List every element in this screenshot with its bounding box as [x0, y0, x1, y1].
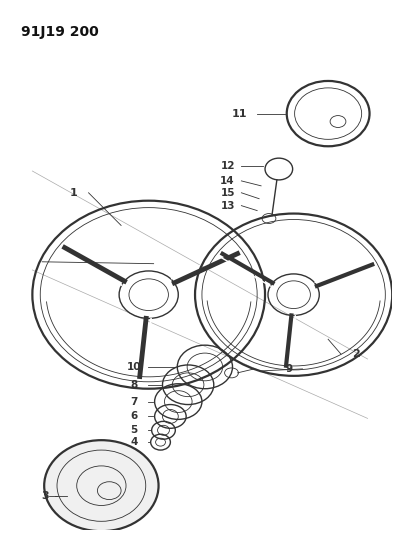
Text: 11: 11 [231, 109, 247, 119]
Text: 2: 2 [352, 349, 359, 359]
Text: 6: 6 [130, 411, 137, 422]
Text: 3: 3 [41, 490, 49, 500]
Text: 15: 15 [220, 188, 235, 198]
Text: 5: 5 [130, 425, 137, 435]
Text: 10: 10 [127, 362, 141, 372]
Text: 8: 8 [130, 379, 137, 390]
Text: 1: 1 [70, 188, 78, 198]
Text: 13: 13 [220, 200, 235, 211]
Text: 12: 12 [220, 161, 235, 171]
Ellipse shape [44, 440, 158, 531]
Text: 4: 4 [130, 437, 137, 447]
Text: 7: 7 [130, 397, 137, 407]
Text: 91J19 200: 91J19 200 [21, 25, 98, 38]
Text: 9: 9 [285, 364, 292, 374]
Text: 14: 14 [220, 176, 235, 186]
